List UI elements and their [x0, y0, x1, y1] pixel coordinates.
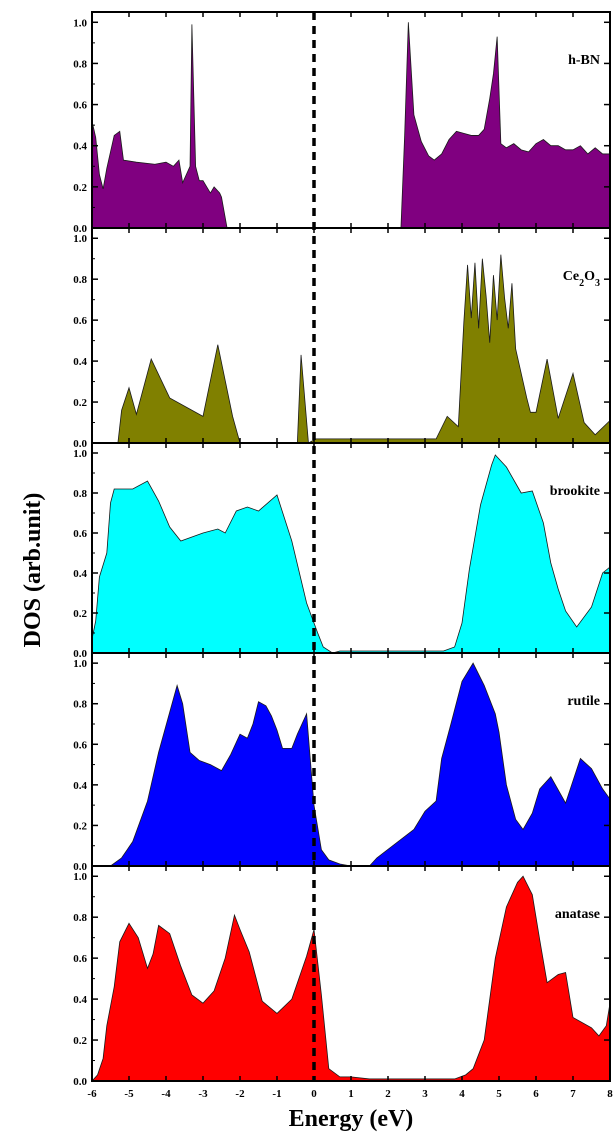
x-tick-label: 2	[385, 1088, 391, 1100]
x-tick-label: -3	[198, 1088, 208, 1100]
panel-label-4: rutile	[567, 694, 600, 709]
y-tick-label: 0.0	[73, 1076, 87, 1088]
y-tick-label: 1.0	[73, 17, 87, 29]
x-tick-label: 7	[570, 1088, 576, 1100]
y-tick-label: 0.2	[73, 1035, 87, 1047]
y-tick-label: 0.8	[73, 699, 87, 711]
dos-outline-series-2	[92, 254, 611, 444]
panel-5: 0.0 0.2 0.4 0.6 0.8 1.0 anatase	[73, 865, 611, 1088]
y-tick-label: 0.2	[73, 608, 87, 620]
y-tick-label: 1.0	[73, 871, 87, 883]
panel-label-5: anatase	[555, 907, 600, 922]
y-tick-label: 0.4	[73, 141, 87, 153]
y-tick-label: 0.2	[73, 820, 87, 832]
y-tick-label: 0.0	[73, 438, 87, 450]
panels-group: 0.0 0.2 0.4 0.6 0.8 1.0 h-BN 0.0 0.2 0.4 0.6 0.8 1.0…	[73, 11, 611, 1088]
y-tick-label: 0.8	[73, 58, 87, 70]
panel-label-3: brookite	[550, 484, 600, 499]
x-tick-label: 3	[422, 1088, 428, 1100]
dos-outline-series-1	[91, 22, 610, 229]
x-tick-label: -5	[124, 1088, 134, 1100]
panel-1: 0.0 0.2 0.4 0.6 0.8 1.0 h-BN	[73, 11, 611, 235]
dos-outline-series-5	[91, 875, 611, 1082]
x-tick-label: -2	[235, 1088, 245, 1100]
x-tick-label: 5	[496, 1088, 502, 1100]
y-tick-label: 1.0	[73, 448, 87, 460]
y-tick-label: 0.8	[73, 488, 87, 500]
x-tick-label: -6	[87, 1088, 97, 1100]
y-tick-label: 0.6	[73, 739, 87, 751]
y-tick-label: 0.0	[73, 648, 87, 660]
panel-3: 0.0 0.2 0.4 0.6 0.8 1.0 brookite	[73, 442, 611, 660]
x-tick-label: 6	[533, 1088, 539, 1100]
dos-area-series-4	[92, 663, 610, 866]
panel-4: 0.0 0.2 0.4 0.6 0.8 1.0 rutile	[73, 652, 611, 873]
y-tick-label: 0.4	[73, 780, 87, 792]
y-tick-label: 0.6	[73, 315, 87, 327]
x-tick-label: 1	[348, 1088, 354, 1100]
panel-label-1: h-BN	[568, 53, 600, 68]
x-tick-label: -4	[161, 1088, 171, 1100]
y-tick-label: 0.8	[73, 912, 87, 924]
y-axis-title: DOS (arb.unit)	[20, 493, 46, 648]
x-tick-label: 8	[607, 1088, 613, 1100]
y-tick-label: 0.2	[73, 397, 87, 409]
y-tick-label: 1.0	[73, 658, 87, 670]
x-tick-label: 0	[311, 1088, 317, 1100]
dos-area-series-1	[92, 22, 610, 228]
y-tick-label: 0.0	[73, 223, 87, 235]
y-tick-label: 0.0	[73, 861, 87, 873]
y-tick-label: 0.8	[73, 274, 87, 286]
dos-area-series-5	[92, 876, 610, 1081]
x-tick-label: 4	[459, 1088, 465, 1100]
dos-area-series-2	[92, 254, 610, 443]
panel-2: 0.0 0.2 0.4 0.6 0.8 1.0 Ce2O3	[73, 227, 611, 450]
x-axis-title: Energy (eV)	[289, 1106, 414, 1132]
dos-area-series-3	[92, 455, 610, 653]
y-tick-label: 0.4	[73, 356, 87, 368]
dos-outline-series-4	[92, 662, 611, 867]
panel-label-2: Ce2O3	[563, 269, 600, 289]
x-axis: -6 -5 -4 -3 -2 -1 0 1 2 3 4 5 6 7 8	[87, 1088, 613, 1100]
y-tick-label: 0.6	[73, 100, 87, 112]
y-tick-label: 0.6	[73, 953, 87, 965]
x-tick-label: -1	[272, 1088, 281, 1100]
y-tick-label: 0.4	[73, 994, 87, 1006]
y-tick-label: 0.4	[73, 568, 87, 580]
y-tick-label: 1.0	[73, 233, 87, 245]
y-tick-label: 0.2	[73, 182, 87, 194]
y-tick-label: 0.6	[73, 528, 87, 540]
